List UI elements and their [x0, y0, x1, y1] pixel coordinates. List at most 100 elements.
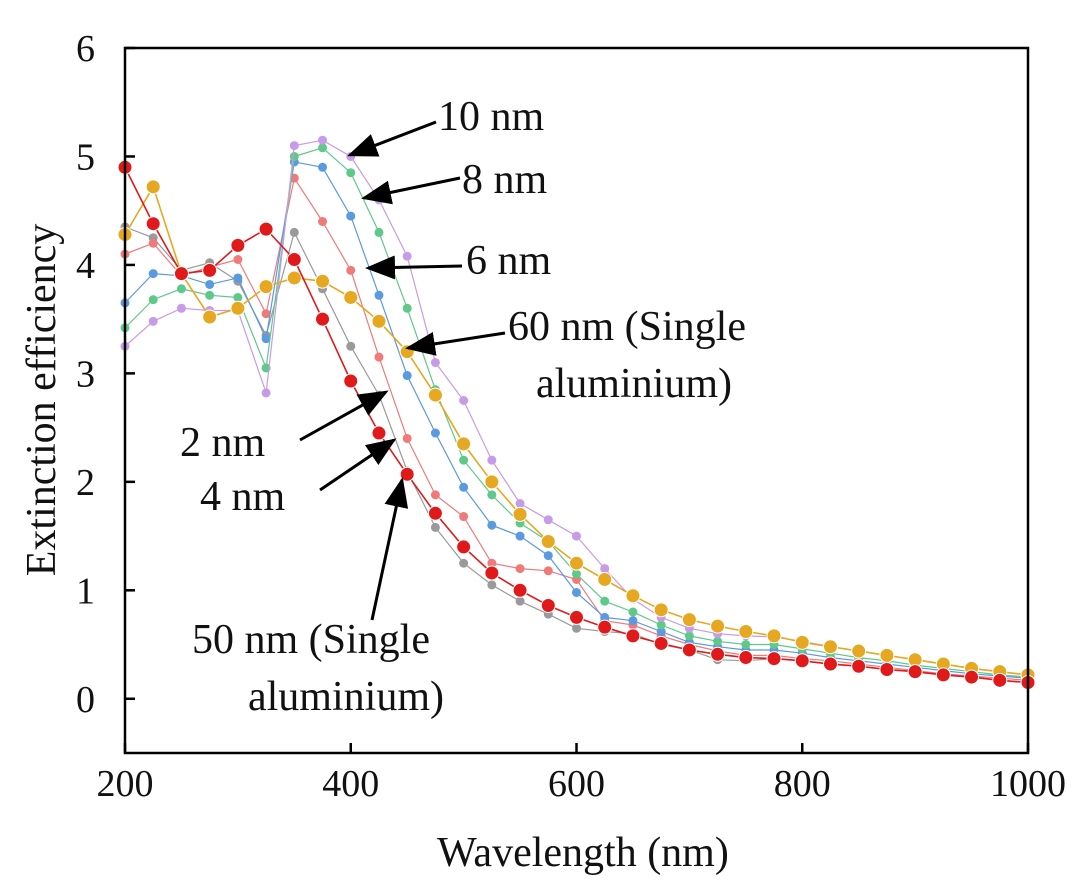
annotation-label: 6 nm	[466, 238, 552, 284]
data-point	[653, 635, 669, 651]
data-point	[202, 309, 218, 325]
x-axis-title: Wavelength (nm)	[437, 830, 729, 876]
data-point	[822, 639, 838, 655]
data-point	[430, 522, 440, 532]
data-point	[343, 373, 359, 389]
data-point	[371, 313, 387, 329]
x-tick-label: 800	[774, 763, 831, 805]
data-point	[487, 490, 497, 500]
data-point	[148, 269, 158, 279]
data-point	[343, 289, 359, 305]
data-point	[597, 619, 613, 635]
data-point	[484, 474, 500, 490]
data-point	[879, 661, 895, 677]
data-point	[289, 141, 299, 151]
data-point	[459, 512, 469, 522]
data-point	[572, 623, 581, 633]
data-point	[681, 642, 697, 658]
data-point	[430, 490, 440, 500]
data-point	[572, 531, 581, 541]
data-point	[794, 634, 810, 650]
data-point	[318, 135, 328, 145]
data-point	[176, 284, 186, 294]
data-point	[289, 151, 299, 161]
data-point	[202, 262, 218, 278]
data-point	[766, 628, 782, 644]
data-point	[318, 162, 328, 172]
data-point	[346, 341, 356, 351]
annotation-label: 2 nm	[180, 420, 266, 466]
annotation-arrow	[365, 255, 463, 280]
data-point	[402, 433, 412, 443]
data-point	[515, 531, 525, 541]
y-tick-label: 6	[76, 28, 95, 70]
data-point	[318, 143, 328, 153]
data-point	[879, 647, 895, 663]
data-point	[148, 316, 158, 326]
annotation-label-line2: aluminium)	[536, 361, 732, 407]
data-point	[430, 428, 440, 438]
data-point	[600, 564, 610, 574]
annotation-arrow	[347, 120, 437, 157]
data-point	[261, 309, 271, 319]
data-point	[427, 505, 443, 521]
data-point	[600, 596, 610, 606]
annotation-50-nm-single-aluminium: 50 nm (Single aluminium)	[192, 477, 444, 720]
data-point	[173, 266, 189, 282]
data-point	[148, 238, 158, 248]
data-point	[569, 609, 584, 625]
data-point	[374, 227, 384, 237]
data-point	[399, 466, 415, 482]
data-point	[540, 534, 556, 549]
data-point	[205, 279, 215, 289]
data-point	[515, 564, 525, 574]
data-point	[851, 643, 867, 659]
data-point	[230, 237, 246, 253]
x-tick-label: 1000	[990, 763, 1066, 805]
data-point	[145, 216, 161, 232]
series-8-nm	[120, 143, 1033, 682]
annotation-arrow	[361, 176, 461, 205]
data-point	[710, 618, 726, 634]
data-point	[992, 672, 1008, 688]
y-tick-label: 1	[76, 570, 95, 612]
data-point	[487, 580, 497, 590]
series-50-nm-single-aluminium	[117, 159, 1036, 690]
data-point	[569, 555, 584, 571]
annotation-8-nm: 8 nm	[361, 157, 548, 205]
data-point	[402, 371, 412, 381]
data-point	[258, 221, 274, 237]
data-point	[628, 616, 638, 626]
data-point	[289, 227, 299, 237]
data-point	[907, 664, 923, 680]
data-point	[456, 539, 472, 555]
x-tick-label: 200	[97, 763, 154, 805]
data-point	[738, 624, 754, 640]
data-point	[230, 300, 246, 316]
data-point	[794, 653, 810, 669]
data-point	[741, 640, 751, 650]
y-tick-label: 2	[76, 462, 95, 504]
data-point	[261, 334, 271, 344]
data-point	[597, 571, 613, 587]
data-point	[512, 582, 528, 598]
annotation-4-nm: 4 nm	[200, 438, 397, 520]
x-tick-label: 600	[548, 763, 605, 805]
data-point	[656, 620, 666, 630]
data-point	[684, 631, 694, 641]
y-tick-label: 4	[76, 245, 95, 287]
annotation-label: 8 nm	[462, 157, 548, 203]
data-point	[512, 506, 528, 522]
data-point	[543, 566, 553, 576]
data-point	[346, 265, 356, 275]
annotation-label: 50 nm (Single	[192, 617, 430, 663]
annotation-arrow	[299, 390, 389, 442]
data-point	[653, 602, 669, 618]
annotation-layer: 10 nm 8 nm 6 nm 60 nm (Single aluminium) 2 nm…	[180, 94, 746, 720]
data-point	[145, 179, 161, 195]
data-point	[487, 455, 497, 465]
data-point	[484, 565, 500, 581]
annotation-2-nm: 2 nm	[180, 390, 389, 466]
data-point	[456, 436, 472, 452]
